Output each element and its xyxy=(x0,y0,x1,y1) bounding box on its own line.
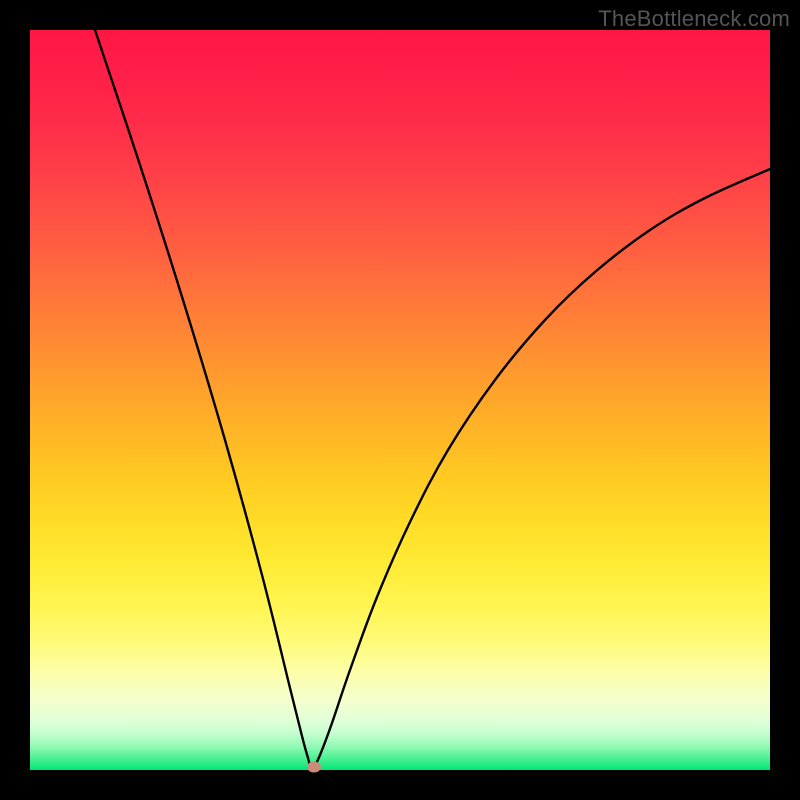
plot-area xyxy=(30,30,770,770)
plot-svg xyxy=(30,30,770,770)
watermark-text: TheBottleneck.com xyxy=(598,6,790,32)
bottleneck-chart: TheBottleneck.com xyxy=(0,0,800,800)
minimum-marker xyxy=(307,762,321,773)
plot-inner xyxy=(30,30,770,770)
plot-background xyxy=(30,30,770,770)
